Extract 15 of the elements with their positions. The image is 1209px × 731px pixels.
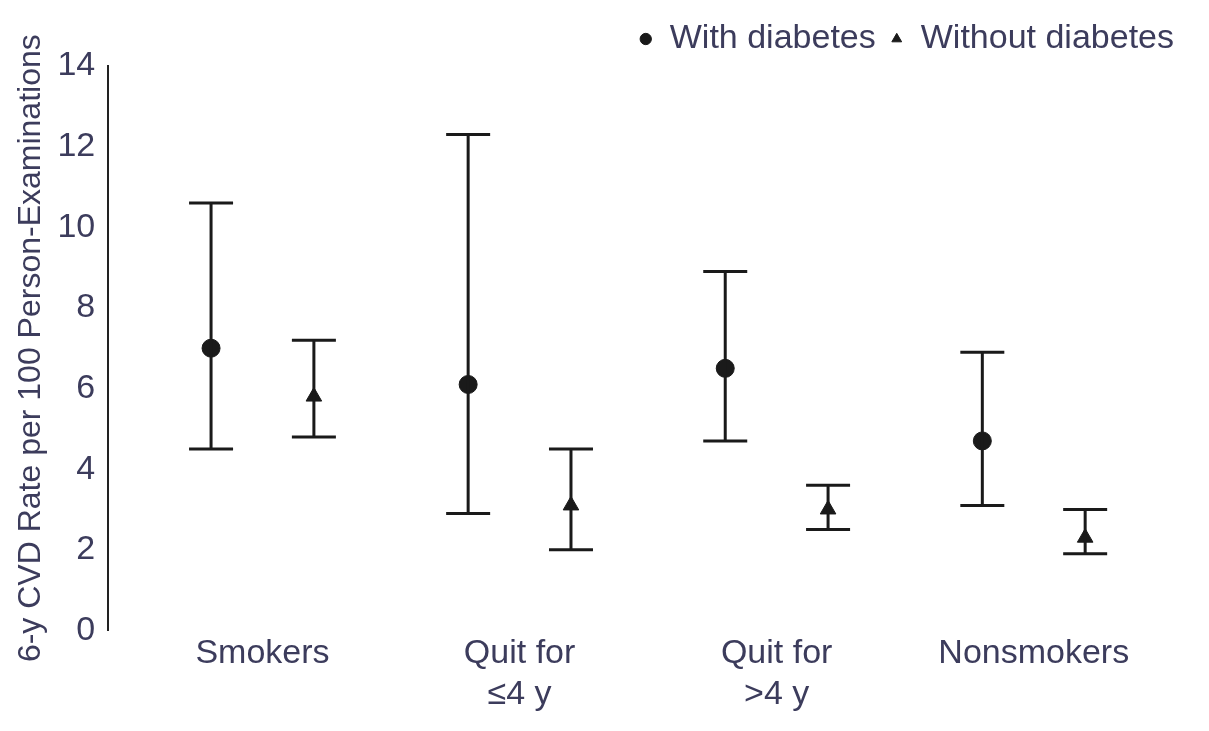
y-tick-label: 0 [76, 608, 96, 647]
y-tick-label: 12 [57, 125, 96, 163]
y-axis-title: 6-y CVD Rate per 100 Person-Examinations [11, 34, 48, 663]
x-tick-label: Nonsmokers [938, 632, 1130, 671]
y-tick-label: 10 [57, 205, 96, 244]
y-tick-label: 8 [76, 286, 96, 325]
x-tick-label: Smokers [195, 632, 330, 671]
y-tick-label: 2 [76, 528, 96, 567]
y-tick-label: 14 [57, 44, 96, 83]
legend-label: Without diabetes [920, 17, 1175, 56]
x-tick-label: Quit for ≤4 y [463, 632, 576, 711]
legend-label: With diabetes [669, 17, 876, 56]
y-tick-label: 6 [76, 366, 96, 405]
y-tick-label: 4 [76, 447, 96, 486]
x-tick-label: Quit for >4 y [720, 632, 833, 711]
